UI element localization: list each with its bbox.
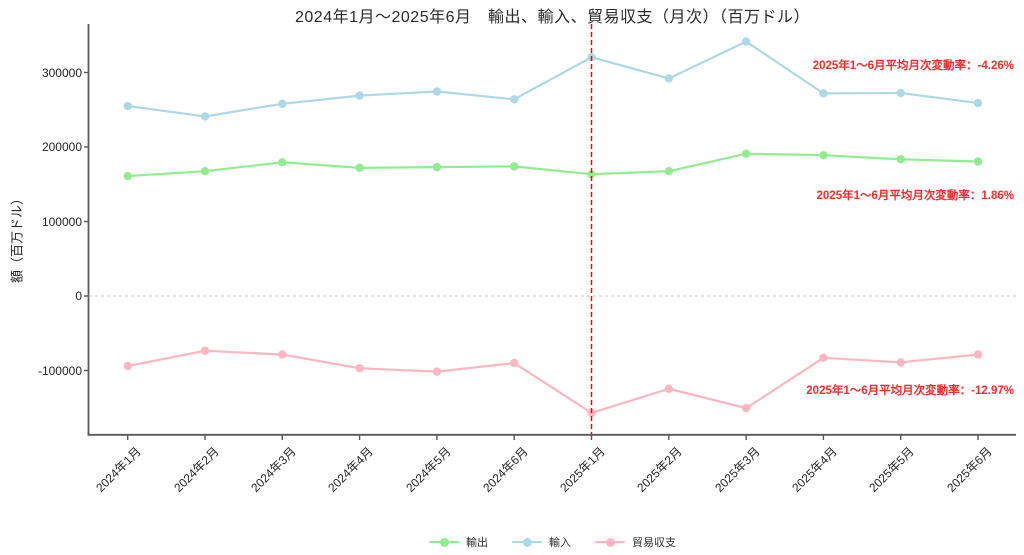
y-tick-label: -100000 [37,363,82,378]
legend-label: 貿易収支 [632,537,676,549]
data-point-輸入 [200,112,210,121]
data-point-貿易収支 [510,358,519,368]
balance-line-marker-icon [595,537,625,547]
chart-legend: 輸出 輸入 貿易収支 [89,534,1016,550]
legend-item-balance: 貿易収支 [595,534,676,550]
data-point-輸入 [973,98,983,108]
data-point-輸出 [123,171,132,181]
data-point-輸入 [278,99,287,108]
data-point-輸入 [432,87,442,96]
annotation-imports-rate: 2025年1～6月平均月次変動率：-4.26% [812,60,1014,72]
legend-item-imports: 輸入 [512,534,571,550]
annotation-exports-rate: 2025年1～6月平均月次変動率：1.86% [816,190,1014,202]
data-point-貿易収支 [123,361,132,371]
data-point-輸出 [278,158,287,167]
legend-item-exports: 輸出 [429,534,488,550]
data-point-貿易収支 [200,346,210,355]
series-line-輸出 [127,152,979,178]
legend-label: 輸出 [466,537,488,549]
data-point-貿易収支 [741,403,751,413]
legend-label: 輸入 [549,537,571,549]
data-point-輸入 [510,95,519,104]
data-point-輸入 [355,91,364,100]
data-point-輸入 [123,101,132,111]
y-tick-label: 0 [75,289,82,303]
data-point-輸出 [973,157,983,166]
y-tick-label: 200000 [41,140,82,154]
data-point-輸出 [200,167,210,176]
series-line-貿易収支 [127,349,979,415]
data-point-貿易収支 [973,350,983,359]
data-point-輸出 [355,163,364,173]
data-point-輸出 [510,162,519,171]
data-point-貿易収支 [819,353,828,363]
data-point-輸出 [587,169,596,179]
data-point-輸入 [664,74,673,83]
y-tick-label: 300000 [41,65,82,80]
data-point-貿易収支 [664,384,673,393]
data-point-輸出 [664,167,673,176]
data-point-貿易収支 [896,358,905,367]
y-axis-label: 額（百万ドル） [9,192,25,284]
exports-line-marker-icon [429,537,459,547]
data-point-輸出 [819,150,828,160]
data-point-貿易収支 [432,367,442,376]
chart-title: 2024年1月～2025年6月 輸出、輸入、貿易収支（月次）（百万ドル） [295,9,810,26]
annotation-balance-rate: 2025年1～6月平均月次変動率：-12.97% [806,385,1014,397]
data-point-輸出 [741,149,751,158]
data-point-貿易収支 [278,350,287,359]
data-point-輸出 [896,155,905,164]
data-point-輸入 [896,88,905,98]
data-point-輸入 [819,89,828,98]
y-tick-label: 100000 [41,214,82,229]
series-line-輸入 [127,40,979,118]
data-point-輸入 [741,37,751,46]
data-point-貿易収支 [355,364,364,373]
imports-line-marker-icon [512,537,542,547]
data-point-輸出 [432,162,442,172]
